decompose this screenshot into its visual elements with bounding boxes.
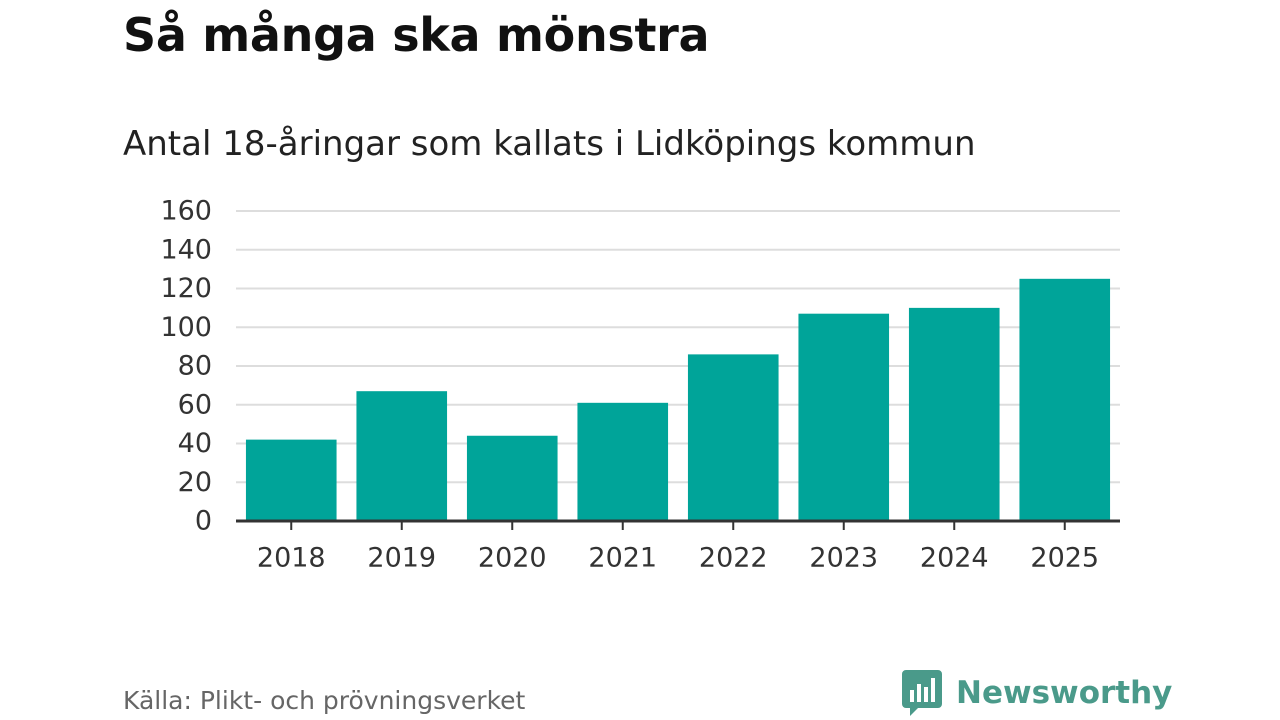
- axes: [236, 519, 1120, 530]
- bar-2022: [687, 354, 779, 521]
- y-tick-label: 160: [160, 196, 212, 227]
- x-tick-label: 2022: [699, 543, 768, 574]
- bar-chart-speech-bubble-icon: [902, 670, 942, 716]
- x-tick-label: 2020: [478, 543, 547, 574]
- bar-2023: [798, 313, 890, 521]
- y-tick-label: 0: [195, 506, 212, 537]
- y-tick-label: 140: [160, 234, 212, 265]
- tick-labels: 0 20 40 60 80 100 120 140 160 2018 2019 2020 2021 202…: [160, 196, 1099, 574]
- x-tick-label: 2023: [809, 543, 878, 574]
- brand-name: Newsworthy: [956, 675, 1173, 711]
- bar-2019: [356, 391, 448, 521]
- source-note: Källa: Plikt- och prövningsverket: [123, 686, 526, 715]
- y-tick-label: 40: [178, 428, 212, 459]
- x-tick-label: 2021: [588, 543, 657, 574]
- bars: [245, 278, 1111, 521]
- y-tick-label: 80: [178, 351, 212, 382]
- y-tick-label: 20: [178, 467, 212, 498]
- chart-title: Så många ska mönstra: [123, 8, 710, 62]
- x-tick-label: 2025: [1030, 543, 1099, 574]
- bar-2018: [245, 439, 337, 521]
- x-tick-label: 2018: [257, 543, 326, 574]
- bar-chart: 0 20 40 60 80 100 120 140 160 2018 2019 2020 2021 202…: [160, 196, 1120, 574]
- bar-2024: [908, 307, 1000, 521]
- x-tick-label: 2024: [920, 543, 989, 574]
- bar-2025: [1019, 278, 1111, 521]
- brand-logo: Newsworthy: [902, 670, 1172, 716]
- y-tick-label: 100: [160, 312, 212, 343]
- x-tick-label: 2019: [367, 543, 436, 574]
- bar-2021: [577, 402, 669, 521]
- y-tick-label: 60: [178, 389, 212, 420]
- y-tick-label: 120: [160, 273, 212, 304]
- chart-subtitle: Antal 18-åringar som kallats i Lidköping…: [123, 124, 976, 164]
- bar-2020: [466, 435, 558, 521]
